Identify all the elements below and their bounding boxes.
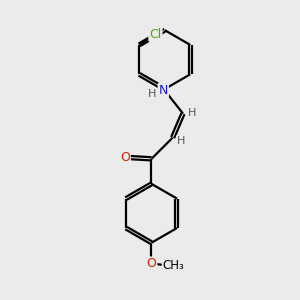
Text: N: N (159, 84, 168, 97)
Text: CH₃: CH₃ (163, 259, 184, 272)
Text: H: H (148, 89, 157, 99)
Text: O: O (120, 151, 130, 164)
Text: Cl: Cl (149, 28, 161, 41)
Text: O: O (146, 257, 156, 271)
Text: H: H (177, 136, 185, 146)
Text: H: H (188, 108, 196, 118)
